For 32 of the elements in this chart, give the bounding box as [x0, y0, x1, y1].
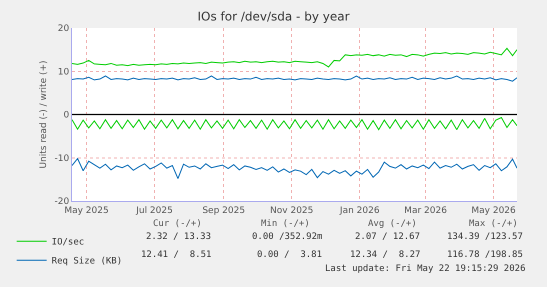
x-tick-label: May 2026 [471, 206, 516, 216]
y-tick-label: -20 [54, 197, 70, 208]
text: Cur (-/+) [153, 219, 202, 229]
x-tick-label: Mar 2026 [404, 206, 448, 216]
y-tick-label: -10 [54, 154, 70, 164]
y-tick-label: 10 [58, 67, 70, 78]
text: 2.07 / 12.67 [355, 232, 420, 242]
chart-title: IOs for /dev/sda - by year [197, 9, 350, 24]
y-tick-label: 0 [63, 110, 70, 121]
x-tick-label: May 2025 [64, 206, 109, 216]
text: 12.34 / 8.27 [350, 250, 420, 260]
text: 0.00 /352.92m [252, 232, 322, 242]
legend-label: Req Size (KB) [52, 256, 122, 267]
text: Avg (-/+) [368, 219, 417, 229]
x-tick-label: Jan 2026 [338, 206, 380, 216]
legend-label: IO/sec [52, 238, 84, 248]
text: Min (-/+) [261, 219, 310, 229]
x-tick-label: Nov 2025 [270, 206, 314, 216]
x-tick-label: Sep 2025 [202, 206, 246, 216]
line-series [72, 48, 517, 68]
text: Max (-/+) [469, 219, 518, 229]
text: Last update: Fri May 22 19:15:29 2026 [325, 264, 526, 274]
y-axis-title: Units read (-) / write (+) [38, 60, 49, 169]
text: 12.41 / 8.51 [141, 250, 212, 260]
y-tick-label: 20 [58, 24, 70, 34]
text: 116.78 /198.85 [447, 250, 523, 260]
line-series [72, 158, 517, 180]
text: 0.00 / 3.81 [257, 250, 322, 260]
x-tick-label: Jul 2025 [135, 206, 173, 216]
line-series [72, 117, 517, 130]
text: 134.39 /123.57 [447, 232, 523, 242]
text: 2.32 / 13.33 [146, 232, 212, 242]
